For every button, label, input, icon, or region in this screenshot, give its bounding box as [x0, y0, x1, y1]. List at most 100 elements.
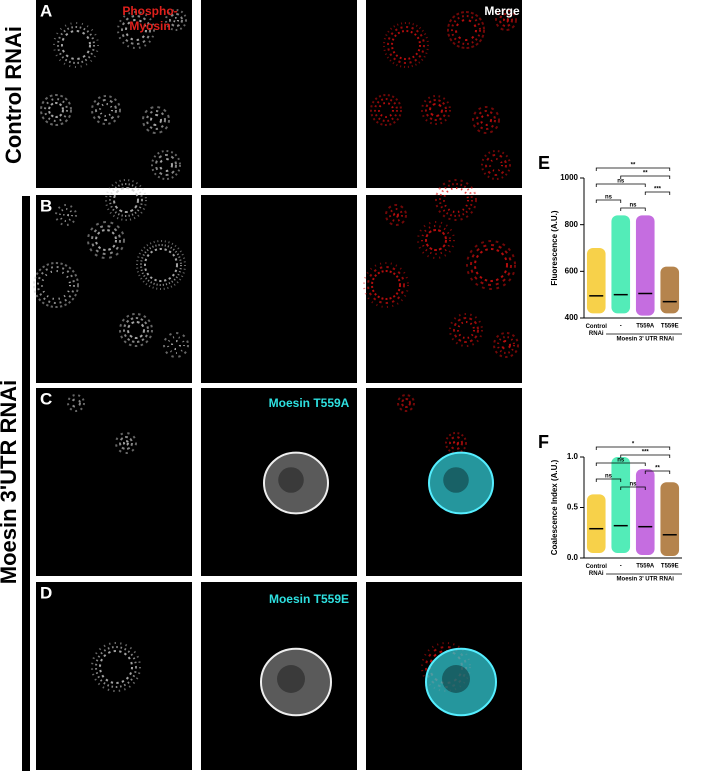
- cell: [55, 204, 77, 226]
- micrograph: [36, 0, 192, 188]
- cell: [155, 154, 177, 176]
- cell: [497, 336, 515, 354]
- cell: [48, 102, 64, 118]
- cell: [489, 158, 503, 172]
- cell: [71, 398, 81, 408]
- sig-label: **: [655, 466, 660, 472]
- x-tick-label: -: [620, 564, 622, 570]
- cell: [91, 642, 141, 692]
- x-tick-label: -: [620, 324, 622, 330]
- group-label: Moesin 3' UTR RNAi: [617, 337, 675, 343]
- cell: [447, 11, 485, 49]
- sig-bracket: [644, 191, 671, 195]
- cell: [370, 94, 402, 126]
- channel-label: Merge: [484, 4, 520, 18]
- cell: [499, 13, 513, 27]
- cell: [123, 440, 129, 446]
- x-tick-label: T559E: [661, 564, 679, 570]
- cell: [163, 332, 189, 358]
- x-tick-line: RNAi: [589, 331, 604, 337]
- cell: [151, 150, 181, 180]
- cell: [167, 336, 185, 354]
- cell: [455, 19, 477, 41]
- sig-bracket: [644, 470, 671, 474]
- x-tick-label: Control RNAi: [586, 564, 608, 577]
- sig-label: ns: [617, 179, 625, 185]
- cell: [417, 221, 455, 259]
- cell: [140, 244, 182, 286]
- cell: [169, 13, 183, 27]
- cell: [474, 248, 508, 282]
- cell: [442, 665, 470, 693]
- x-tick-label: Control RNAi: [586, 324, 608, 337]
- cell: [429, 103, 443, 117]
- cell: [425, 647, 497, 717]
- cell: [91, 225, 121, 255]
- cell: [119, 436, 133, 450]
- cell: [95, 646, 137, 688]
- cell: [495, 9, 517, 31]
- cell: [391, 30, 421, 60]
- channel-label: Moesin T559A: [269, 396, 350, 410]
- cell: [363, 262, 409, 308]
- x-tick-label: T559A: [636, 564, 655, 570]
- cell: [123, 317, 149, 343]
- cell: [117, 11, 155, 49]
- cell: [277, 665, 305, 693]
- cell: [99, 650, 133, 684]
- sig-bracket: [595, 462, 646, 466]
- cell: [44, 98, 68, 122]
- cell: [119, 313, 153, 347]
- sig-label: **: [643, 171, 648, 177]
- cell: [125, 19, 147, 41]
- panel-letter: D: [40, 583, 52, 602]
- micrograph: [201, 195, 357, 383]
- row-label: Moesin 3'UTR RNAi: [0, 380, 21, 584]
- sig-label: *: [632, 442, 635, 448]
- dot-spread: [586, 248, 606, 314]
- sig-bracket: [620, 207, 646, 211]
- channel-label: Myosin: [129, 19, 170, 33]
- cell: [501, 340, 511, 350]
- cell: [165, 9, 187, 31]
- sig-label: ns: [629, 203, 637, 209]
- cell: [41, 270, 71, 300]
- x-tick-label: T559E: [661, 324, 679, 330]
- cell: [470, 244, 512, 286]
- cell: [115, 432, 137, 454]
- micrograph: [366, 195, 522, 383]
- panel-letter: A: [40, 1, 52, 20]
- dot-spread: [586, 494, 606, 553]
- cell: [443, 187, 469, 213]
- cell: [439, 183, 473, 217]
- sig-bracket: [595, 446, 671, 450]
- cell: [466, 240, 516, 290]
- dot-spread: [660, 266, 680, 314]
- cell: [159, 158, 173, 172]
- sig-label: ns: [605, 195, 613, 201]
- group-bar: [22, 196, 30, 771]
- cell: [146, 110, 166, 130]
- cell: [401, 398, 411, 408]
- y-tick-label: 600: [565, 266, 579, 275]
- channel-label: Moesin T559E: [269, 592, 349, 606]
- cell: [421, 95, 451, 125]
- x-tick-line: Control: [586, 564, 608, 570]
- y-axis-label: Coalescence Index (A.U.): [550, 459, 559, 555]
- y-tick-label: 1.0: [567, 452, 579, 461]
- cell: [371, 270, 401, 300]
- row-label: Control RNAi: [1, 26, 26, 164]
- x-tick-line: RNAi: [589, 571, 604, 577]
- y-tick-label: 0.5: [567, 503, 579, 512]
- cell: [425, 99, 447, 121]
- x-tick-line: Control: [586, 324, 608, 330]
- cell: [59, 208, 73, 222]
- group-label: Moesin 3' UTR RNAi: [617, 577, 675, 583]
- y-tick-label: 0.0: [567, 553, 579, 562]
- cell: [173, 17, 179, 23]
- cell: [40, 94, 72, 126]
- cell: [367, 266, 405, 304]
- dot-spread: [611, 215, 631, 314]
- cell: [453, 317, 479, 343]
- cell: [91, 95, 121, 125]
